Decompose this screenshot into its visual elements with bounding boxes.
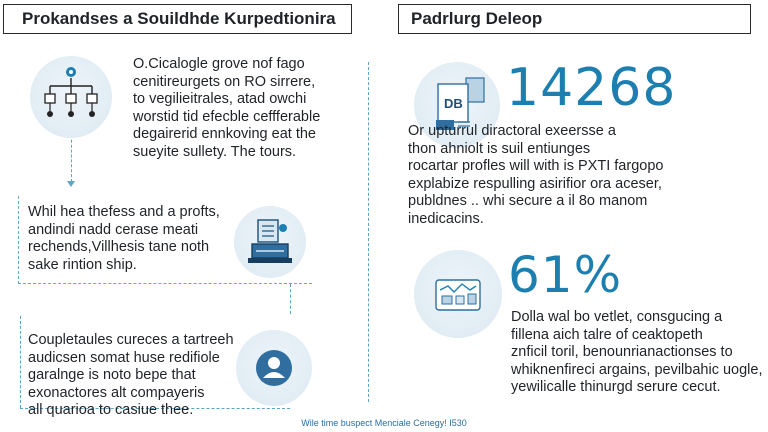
left-connector-mid [20,316,21,408]
center-divider [368,62,369,402]
section-3-text: Coupletaules cureces a tartreeh audicsen… [28,332,234,418]
database-document-icon [436,77,485,130]
hierarchy-network-icon [44,67,98,117]
left-panel-title: Prokandses a Souildhde Kurpedtionira [3,4,352,34]
map-chart-icon [435,279,481,311]
left-connector-bottom [20,408,290,409]
stat-value-2: 61% [508,246,623,304]
stat-2-text: Dolla wal bo vetlet, consgucing a fillen… [511,309,763,395]
person-avatar-icon [256,350,292,386]
stat-value-1: 14268 [506,58,677,118]
stat-1-text: Or upturrul diractoral exeersse a thon a… [408,123,664,227]
section-1-text: O.Cicalogle grove nof fago cenitireurget… [133,56,321,160]
footer-text: Wile time buspect Menciale Cenegy! I530 [301,418,467,428]
right-connector-mid [290,284,291,314]
server-stack-icon [248,219,292,263]
connector-arrow [67,181,75,187]
server-circle [234,206,306,278]
left-panel-title-text: Prokandses a Souildhde Kurpedtionira [22,9,336,28]
database-circle: DB [414,62,500,148]
db-label: DB [444,96,463,111]
avatar-circle [236,330,312,406]
hierarchy-circle [30,56,112,138]
left-connector-top [71,130,72,182]
right-panel-title-text: Padrlurg Deleop [411,9,543,28]
right-panel-title: Padrlurg Deleop [398,4,751,34]
section-2-frame [18,196,312,284]
section-2-text: Whil hea thefess and a profts, andindi n… [28,204,220,273]
map-circle [414,250,502,338]
